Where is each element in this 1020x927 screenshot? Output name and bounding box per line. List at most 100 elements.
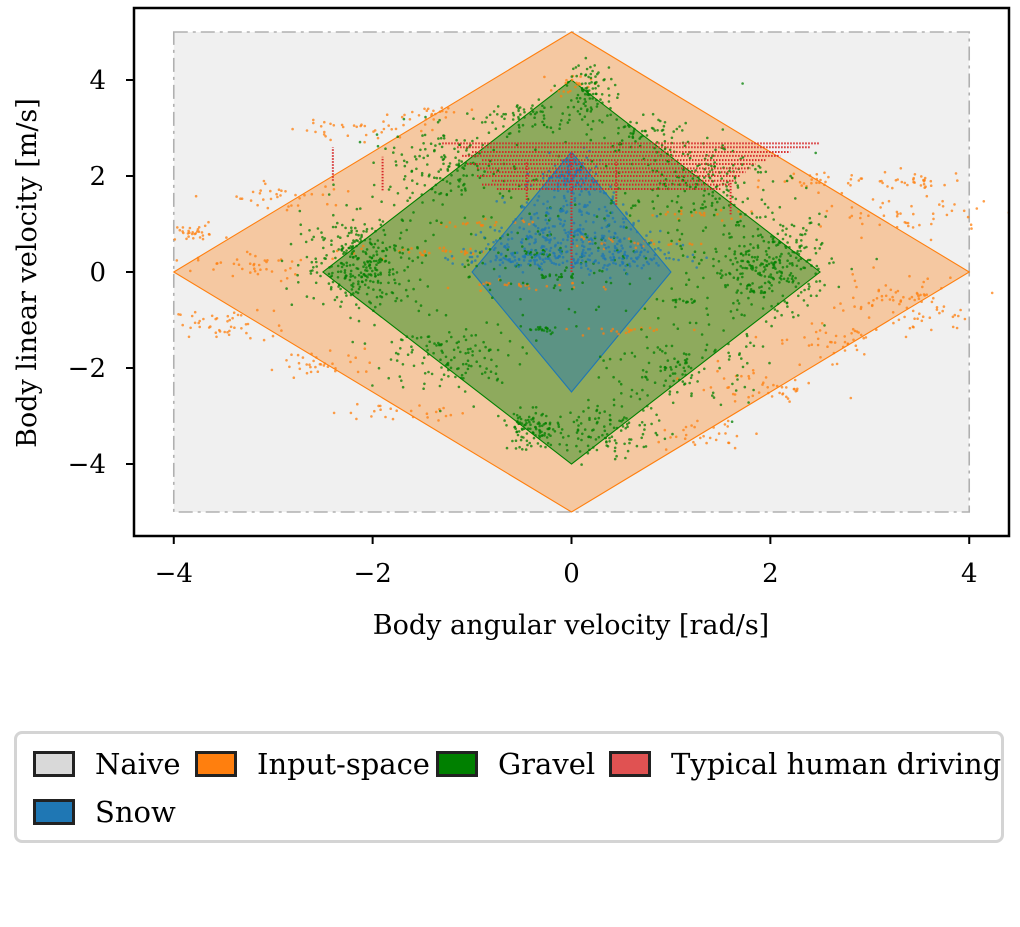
point-gravel [759,233,762,237]
point-input-space [285,277,289,280]
point-snow [511,260,515,263]
point-input-space [913,298,916,302]
point-gravel [407,257,411,260]
point-gravel [580,118,584,121]
point-input-space [680,212,683,216]
point-gravel [629,395,633,398]
point-input-space [943,183,946,187]
point-gravel [525,439,529,443]
point-gravel [624,426,627,430]
point-gravel [752,259,755,263]
point-input-space [908,326,912,330]
point-gravel [603,429,607,433]
point-input-space [794,389,798,393]
point-gravel [373,266,377,270]
point-gravel [369,260,373,264]
point-gravel [663,368,667,372]
point-input-space [754,335,758,339]
point-gravel [601,101,604,104]
point-snow [534,249,538,252]
point-gravel [625,226,628,229]
point-gravel [805,260,808,263]
point-snow [492,240,495,244]
point-gravel [537,98,541,101]
point-gravel [573,203,577,206]
point-snow [476,255,479,258]
legend-label-input-space: Input-space [257,747,430,781]
point-input-space [889,288,893,292]
point-snow [559,250,562,254]
point-gravel [576,93,580,97]
point-gravel [797,294,800,298]
point-gravel [605,366,608,370]
point-input-space [303,193,306,197]
point-gravel [655,433,659,437]
point-gravel [810,264,813,267]
point-gravel [651,112,655,116]
point-gravel [778,240,781,244]
point-gravel [756,170,760,174]
point-input-space [577,82,581,85]
point-snow [534,240,537,243]
point-snow [621,217,625,221]
point-snow [548,234,551,237]
point-input-space [382,127,386,131]
point-gravel [576,100,580,103]
point-gravel [587,406,590,410]
point-input-space [262,338,266,342]
point-gravel [722,206,726,209]
point-gravel [363,342,367,345]
point-gravel [593,64,596,67]
point-snow [581,240,585,244]
point-snow [623,237,626,240]
point-gravel [363,283,367,287]
point-snow [635,250,639,253]
point-gravel [381,249,384,253]
point-input-space [747,377,751,380]
point-gravel [588,416,591,420]
point-snow [553,254,557,258]
point-gravel [732,276,736,280]
point-gravel [544,214,548,217]
point-input-space [329,122,332,126]
point-input-space [385,113,389,116]
point-input-space [194,194,198,198]
point-gravel [689,376,693,380]
point-input-space [860,177,864,180]
point-input-space [714,438,718,442]
point-gravel [584,82,587,85]
point-gravel [389,358,393,361]
point-snow [589,269,592,273]
point-gravel [702,251,706,254]
point-snow [588,242,592,245]
point-input-space [558,283,561,287]
point-gravel [520,422,524,425]
point-input-space [215,317,219,320]
point-snow [525,234,529,238]
point-gravel [573,310,577,314]
point-gravel [345,294,348,297]
point-gravel [678,363,682,367]
point-gravel [444,313,448,317]
point-gravel [358,140,362,144]
point-snow [622,221,626,224]
point-gravel [455,138,458,142]
point-gravel [601,269,604,273]
point-gravel [684,121,687,125]
point-input-space [731,392,735,396]
point-gravel [664,351,667,355]
point-gravel [643,423,647,427]
point-gravel [722,190,725,194]
point-input-space [527,287,531,290]
point-input-space [334,203,338,207]
point-gravel [349,275,353,278]
point-gravel [361,250,365,253]
point-gravel [484,345,487,349]
point-snow [612,256,616,260]
point-gravel [763,258,767,262]
point-input-space [877,289,880,293]
point-gravel [460,376,463,380]
point-gravel [790,262,794,265]
point-input-space [562,90,565,93]
